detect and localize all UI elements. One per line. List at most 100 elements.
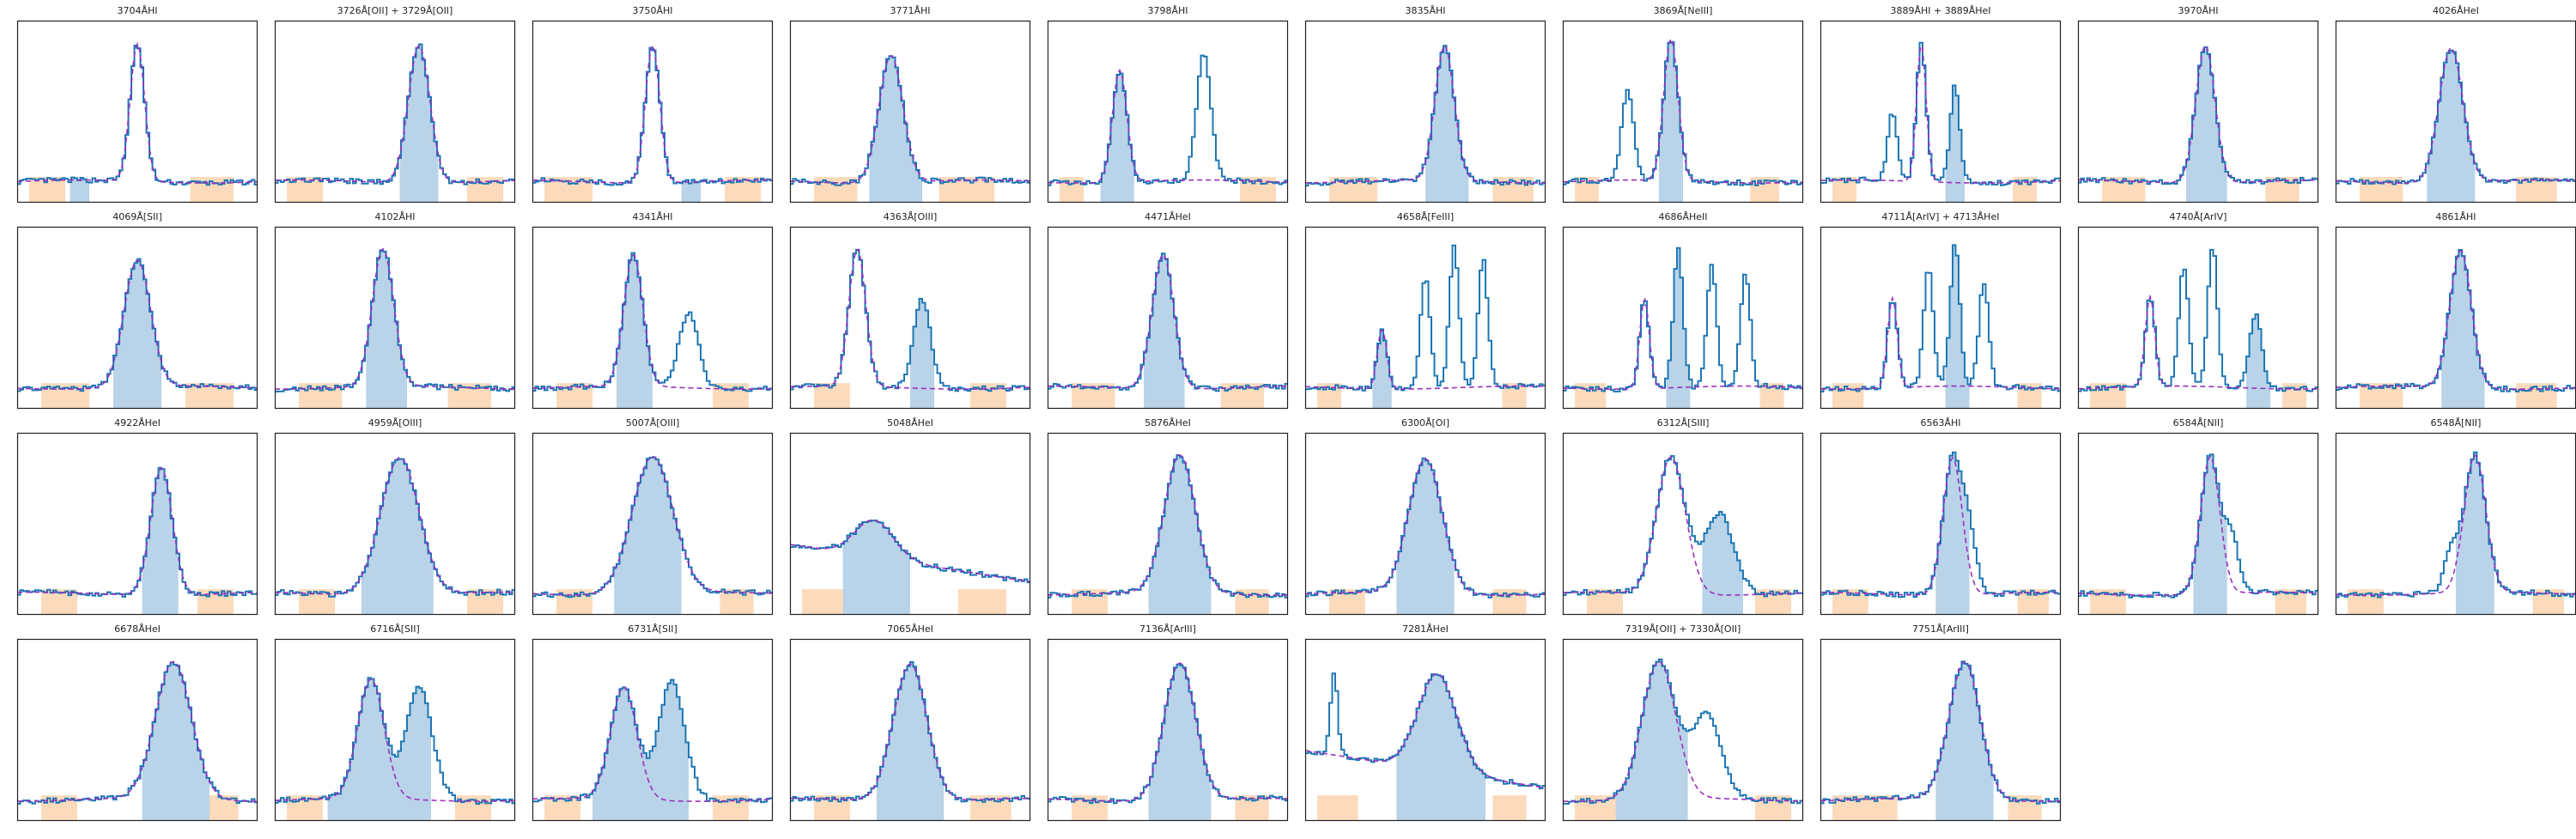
fit-curve	[789, 663, 1031, 801]
line-integration-region	[1396, 674, 1485, 821]
line-integration-region	[1935, 661, 1994, 821]
spectrum-panel: 4861ÅHI	[2335, 206, 2576, 412]
spectrum-line	[1820, 41, 2061, 186]
spectrum-panel: 6312Å[SIII]	[1562, 412, 1804, 618]
spectrum-line	[790, 520, 1030, 584]
panel-title: 4069Å[SII]	[112, 211, 162, 222]
spectrum-line	[1305, 45, 1546, 186]
plot-frame	[16, 432, 258, 616]
panel-title: 7136Å[ArIII]	[1139, 623, 1196, 635]
spectrum-panel: 7065ÅHeI	[789, 618, 1031, 824]
spectrum-line	[275, 249, 515, 393]
spectrum-plot	[2335, 432, 2576, 616]
line-integration-region	[869, 56, 922, 203]
panel-title: 4740Å[ArIV]	[2169, 211, 2227, 222]
panel-title: 4959Å[OIII]	[368, 417, 422, 429]
spectrum-plot	[1562, 432, 1804, 616]
plot-frame	[1820, 432, 2062, 616]
spectrum-panel: 4922ÅHeI	[16, 412, 258, 618]
spectrum-panel: 5048ÅHeI	[789, 412, 1031, 618]
spectrum-plot	[789, 20, 1031, 204]
fit-curve	[1562, 36, 1804, 184]
spectrum-panel: 7319Å[OII] + 7330Å[OII]	[1562, 618, 1804, 824]
spectrum-plot	[274, 226, 516, 410]
plot-frame	[789, 226, 1031, 410]
spectrum-line	[532, 46, 773, 186]
line-integration-region	[2186, 47, 2227, 204]
plot-frame	[274, 20, 516, 204]
fit-curve	[1562, 456, 1804, 596]
spectrum-panel: 4471ÅHeI	[1047, 206, 1289, 412]
line-integration-region	[592, 679, 689, 821]
continuum-window	[802, 589, 843, 615]
plot-frame	[1820, 20, 2062, 204]
spectrum-plot	[789, 432, 1031, 616]
panel-title: 4341ÅHI	[632, 211, 673, 222]
panel-title: 3889ÅHI + 3889ÅHeI	[1890, 5, 1991, 16]
spectrum-panel: 4686ÅHeII	[1562, 206, 1804, 412]
line-integration-region	[1945, 245, 1970, 409]
spectrum-line	[17, 466, 258, 598]
fit-curve	[2335, 454, 2576, 596]
panel-title: 5048ÅHeI	[887, 417, 933, 429]
spectrum-plot	[274, 638, 516, 822]
spectrum-panel: 7136Å[ArIII]	[1047, 618, 1289, 824]
panel-title: 6300Å[OI]	[1400, 417, 1449, 429]
spectrum-plot	[2077, 226, 2319, 410]
continuum-window	[958, 589, 1006, 615]
fit-curve	[2335, 47, 2576, 184]
line-integration-region	[1425, 46, 1469, 203]
panel-title: 3798ÅHI	[1147, 5, 1188, 16]
fit-curve	[1047, 454, 1289, 596]
spectrum-plot	[1820, 638, 2062, 822]
spectrum-plot	[1047, 432, 1289, 616]
line-integration-region	[2246, 313, 2270, 409]
spectrum-panel: 3726Å[OII] + 3729Å[OII]	[274, 0, 516, 206]
spectrum-panel: 3869Å[NeIII]	[1562, 0, 1804, 206]
spectrum-panel: 4026ÅHeI	[2335, 0, 2576, 206]
spectrum-panel: 4740Å[ArIV]	[2077, 206, 2319, 412]
plot-frame	[2077, 432, 2319, 616]
panel-title: 6584Å[NII]	[2172, 417, 2224, 429]
fit-curve	[1820, 295, 2062, 390]
spectrum-panel: 4102ÅHI	[274, 206, 516, 412]
line-integration-region	[842, 520, 910, 615]
spectrum-line	[790, 248, 1030, 392]
spectrum-line	[532, 252, 773, 392]
spectrum-line	[2336, 49, 2576, 185]
panel-title: 4861ÅHI	[2435, 211, 2476, 222]
panel-title: 4658Å[FeIII]	[1396, 211, 1455, 222]
panel-title: 3726Å[OII] + 3729Å[OII]	[337, 5, 453, 16]
fit-curve	[532, 455, 774, 596]
spectrum-line	[275, 43, 515, 185]
line-integration-region	[1935, 452, 1970, 615]
spectrum-plot	[1562, 638, 1804, 822]
spectrum-line	[1048, 454, 1288, 599]
spectrum-line	[1305, 244, 1546, 392]
plot-frame	[1562, 20, 1804, 204]
spectrum-panel: 3750ÅHI	[532, 0, 774, 206]
spectrum-panel: 3970ÅHI	[2077, 0, 2319, 206]
spectrum-panel: 7751Å[ArIII]	[1820, 618, 2062, 824]
line-integration-region	[399, 44, 439, 204]
panel-title: 6312Å[SIII]	[1656, 417, 1710, 429]
spectrum-panel: 3798ÅHI	[1047, 0, 1289, 206]
fit-curve	[274, 457, 516, 595]
panel-title: 4922ÅHeI	[114, 417, 161, 429]
panel-title: 3970ÅHI	[2178, 5, 2219, 16]
panel-title: 7319Å[OII] + 7330Å[OII]	[1625, 623, 1741, 635]
line-integration-region	[1702, 511, 1743, 615]
spectrum-plot	[274, 432, 516, 616]
spectrum-plot	[789, 638, 1031, 822]
spectrum-panel: 4341ÅHI	[532, 206, 774, 412]
spectrum-line	[1563, 455, 1803, 598]
spectrum-line	[1048, 663, 1288, 805]
spectrum-line	[1048, 54, 1288, 186]
panel-title: 4363Å[OIII]	[883, 211, 938, 222]
fit-curve	[274, 247, 516, 390]
line-integration-region	[327, 678, 431, 821]
spectrum-plot	[532, 226, 774, 410]
fit-curve	[16, 467, 258, 595]
spectrum-plot	[2077, 20, 2319, 204]
